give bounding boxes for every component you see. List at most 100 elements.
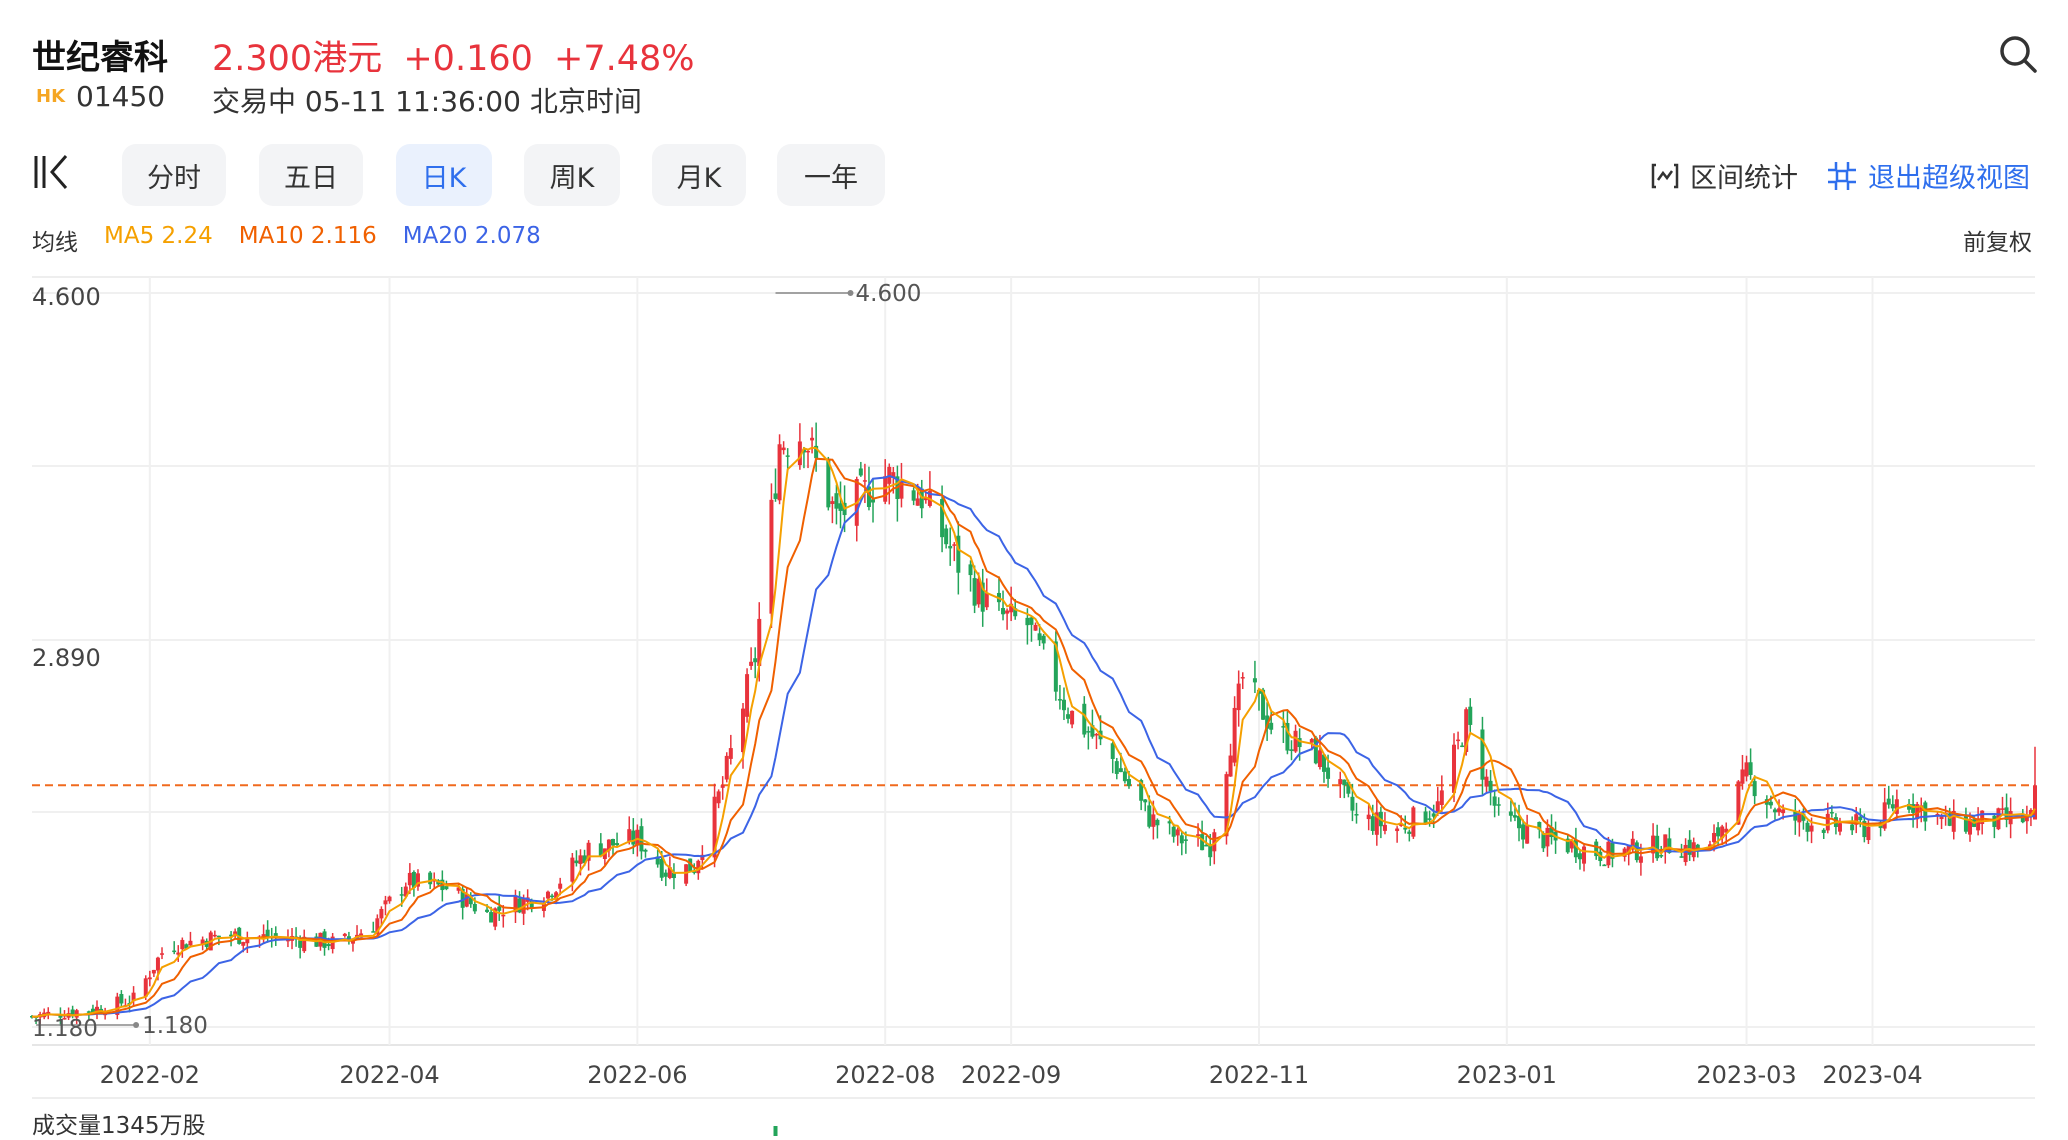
candle-body — [1752, 781, 1757, 797]
tab-yinian[interactable]: 一年 — [777, 144, 885, 206]
candle-body — [1269, 722, 1274, 730]
candle-body — [1837, 823, 1842, 832]
candle-body — [245, 937, 250, 944]
candle-body — [1265, 715, 1270, 729]
ma20-value: MA20 2.078 — [402, 223, 541, 249]
candle-body — [383, 900, 388, 905]
candle-body — [160, 953, 165, 955]
candle-body — [1354, 814, 1359, 816]
candle-body — [1923, 802, 1928, 822]
candle-body — [1886, 798, 1891, 805]
candle-body — [1005, 610, 1010, 614]
candle-body — [606, 839, 611, 851]
candle-body — [1602, 864, 1607, 867]
candle-body — [1655, 835, 1660, 859]
candle-body — [188, 940, 193, 946]
candle-body — [342, 933, 347, 936]
candle-body — [1236, 683, 1241, 711]
candle-body — [1569, 840, 1574, 849]
candle-body — [769, 499, 774, 614]
candle-body — [387, 896, 392, 902]
candle-body — [1663, 834, 1668, 853]
candle-body — [643, 849, 648, 852]
candle-body — [1517, 815, 1522, 829]
candle-body — [1862, 820, 1867, 838]
candle-body — [862, 480, 867, 482]
candle-body — [1029, 617, 1034, 625]
candle-body — [1976, 818, 1981, 831]
candle-body — [1464, 709, 1469, 752]
tab-fenshi[interactable]: 分时 — [122, 144, 226, 206]
candle-body — [915, 498, 920, 506]
candle-body — [891, 472, 896, 478]
candle-body — [403, 886, 408, 897]
exit-super-view-button[interactable]: 退出超级视图 — [1826, 156, 2030, 195]
candle-body — [1772, 809, 1777, 813]
candle-body — [1297, 738, 1302, 748]
x-tick-label: 2022-11 — [1209, 1061, 1309, 1089]
candle-body — [899, 482, 904, 499]
candle-body — [1456, 739, 1461, 742]
x-tick-label: 2022-08 — [835, 1061, 935, 1089]
candle-body — [216, 935, 221, 938]
candle-body — [2028, 809, 2033, 816]
candle-body — [1118, 768, 1123, 773]
candle-body — [62, 1018, 67, 1020]
x-tick-label: 2022-06 — [587, 1061, 687, 1089]
candle-body — [1350, 796, 1355, 811]
candle-body — [200, 939, 205, 946]
market-badge: HK — [36, 86, 66, 107]
candle-body — [1293, 730, 1298, 752]
exit-fullscreen-icon — [1828, 161, 1856, 190]
candle-body — [1716, 827, 1721, 837]
candle-body — [923, 496, 928, 501]
tab-zhouk[interactable]: 周K — [524, 144, 620, 206]
candle-body — [773, 493, 778, 499]
search-icon[interactable] — [1998, 34, 2038, 74]
tab-yuek[interactable]: 月K — [652, 144, 746, 206]
candle-body — [95, 1006, 100, 1014]
tab-rik[interactable]: 日K — [396, 144, 492, 206]
candle-body — [1667, 838, 1672, 853]
candle-body — [1496, 804, 1501, 806]
candle-body — [1594, 841, 1599, 857]
candle-body — [1407, 831, 1412, 834]
candle-body — [1147, 805, 1152, 827]
candle-body — [1200, 834, 1205, 851]
candle-body — [830, 501, 835, 505]
candle-body — [464, 894, 469, 907]
candle-body — [1179, 835, 1184, 844]
candle-body — [371, 931, 376, 933]
candle-body — [1659, 854, 1664, 857]
interval-stats-button[interactable]: 区间统计 — [1650, 156, 1798, 195]
candle-body — [460, 888, 465, 908]
candle-body — [667, 867, 672, 878]
candle-body — [663, 872, 668, 877]
candle-body — [1951, 810, 1956, 832]
candle-body — [1240, 677, 1245, 679]
candle-body — [1720, 826, 1725, 839]
candle-body — [468, 897, 473, 905]
candle-body — [1825, 813, 1830, 831]
candle-body — [375, 918, 380, 934]
adjust-mode[interactable]: 前复权 — [1963, 230, 2032, 256]
candle-body — [1399, 823, 1404, 826]
candle-body — [655, 856, 660, 865]
candle-body — [184, 944, 189, 949]
candle-body — [1488, 780, 1493, 792]
candle-body — [493, 908, 498, 927]
candle-body — [1366, 814, 1371, 820]
candle-body — [58, 1015, 63, 1018]
candle-body — [1037, 633, 1042, 641]
candle-body — [1805, 822, 1810, 832]
candle-body — [1338, 779, 1343, 785]
stock-name: 世纪睿科 — [32, 38, 168, 78]
tab-wuri[interactable]: 五日 — [259, 144, 363, 206]
candle-body — [570, 857, 575, 882]
candle-body — [1821, 829, 1826, 833]
candle-body — [1001, 608, 1006, 615]
collapse-icon[interactable] — [32, 154, 72, 190]
candle-body — [1626, 845, 1631, 854]
candle-body — [1346, 781, 1351, 794]
